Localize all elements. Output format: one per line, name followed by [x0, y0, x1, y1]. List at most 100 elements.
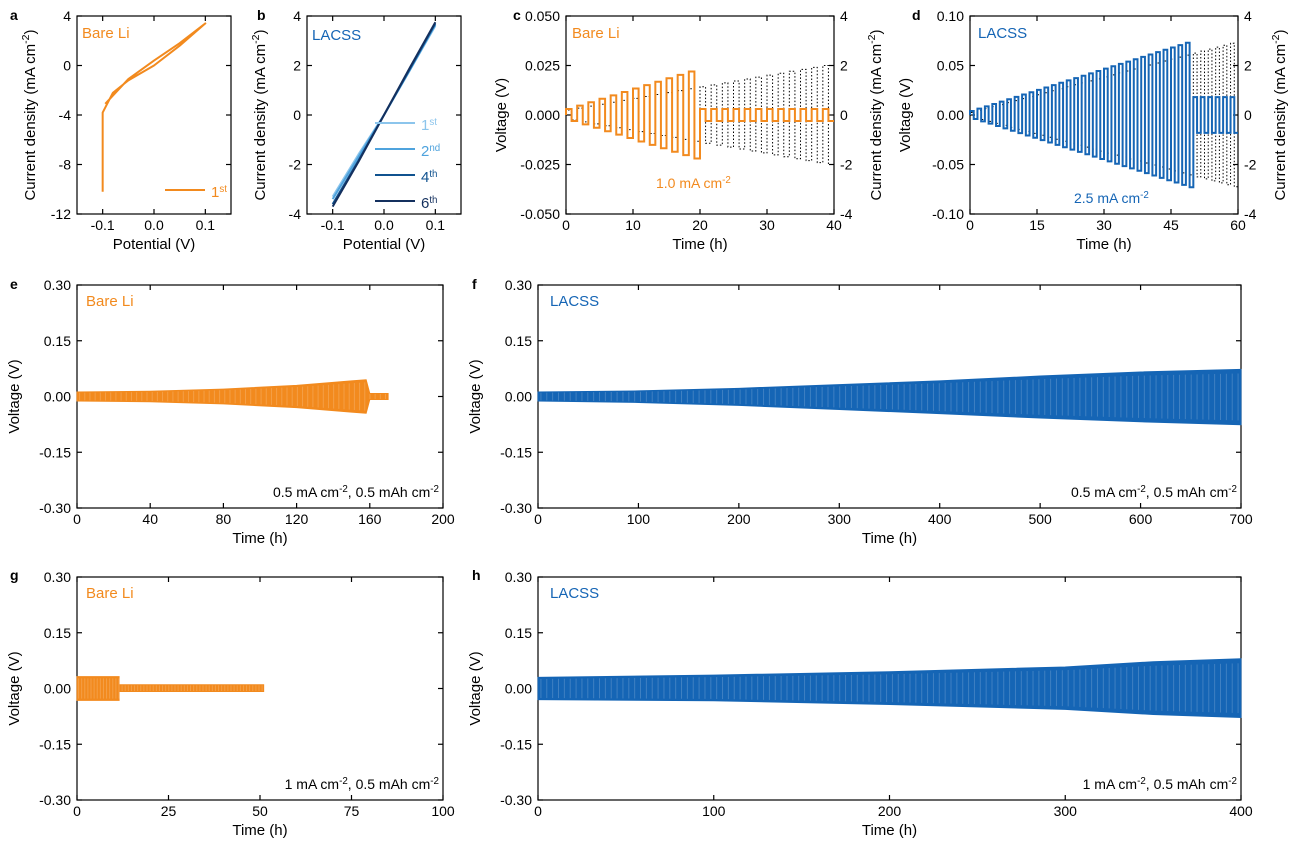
x-tick-label: 75	[344, 803, 360, 819]
y2-tick-label: 2	[840, 58, 848, 74]
y-tick-label: 0	[293, 107, 301, 123]
y-tick-label: -0.15	[39, 736, 71, 752]
y-tick-label: 0.30	[44, 569, 71, 585]
x-axis-label: Time (h)	[862, 530, 917, 547]
panel-label: d	[912, 7, 921, 23]
x-tick-label: 0	[966, 217, 974, 233]
y-axis-label: Voltage (V)	[467, 651, 484, 725]
panel-title: LACSS	[978, 25, 1027, 42]
panel-label: e	[10, 276, 18, 292]
legend-label: 6th	[421, 195, 437, 213]
x-tick-label: 20	[692, 217, 708, 233]
x-tick-label: 0	[562, 217, 570, 233]
y2-tick-label: -4	[1244, 206, 1257, 222]
legend-label: 2nd	[421, 143, 440, 161]
x-tick-label: 30	[759, 217, 775, 233]
panel-label: g	[10, 567, 19, 583]
y2-tick-label: -2	[1244, 157, 1257, 173]
rate-annotation: 1 mA cm-2, 0.5 mAh cm-2	[1083, 776, 1237, 793]
x-tick-label: 50	[252, 803, 268, 819]
x-tick-label: 40	[826, 217, 842, 233]
y-tick-label: 0.00	[937, 107, 964, 123]
panel-title: LACSS	[550, 293, 599, 310]
y-tick-label: -0.30	[500, 792, 532, 808]
panel-label: h	[472, 567, 481, 583]
x-tick-label: 0	[534, 803, 542, 819]
x-tick-label: -0.1	[321, 217, 345, 233]
y2-tick-label: -4	[840, 206, 853, 222]
panel-e: 0 40 80 120 160 200 0.30 0.15 0.00 -0.15 -0.30 Time…	[6, 276, 455, 547]
y-tick-label: -0.050	[520, 206, 560, 222]
y-axis-label: Current density (mA cm-2)	[250, 29, 269, 200]
y2-tick-label: 0	[840, 107, 848, 123]
x-tick-label: 0	[534, 511, 542, 527]
y-tick-label: 0.30	[44, 277, 71, 293]
y-tick-label: 0.15	[505, 333, 532, 349]
y-axis-label: Voltage (V)	[897, 78, 914, 152]
legend-label: 1st	[211, 184, 227, 202]
y-tick-label: 0.000	[525, 107, 560, 123]
plot-frame	[76, 15, 232, 215]
y-tick-label: 0.15	[44, 625, 71, 641]
voltage-series	[565, 70, 834, 160]
x-tick-label: 200	[878, 803, 902, 819]
x-tick-label: 10	[625, 217, 641, 233]
x-axis-label: Time (h)	[232, 530, 287, 547]
y-tick-label: -0.30	[39, 792, 71, 808]
x-tick-label: 200	[727, 511, 751, 527]
x-tick-label: 60	[1230, 217, 1246, 233]
rate-annotation: 0.5 mA cm-2, 0.5 mAh cm-2	[1071, 484, 1237, 501]
voltage-envelope	[76, 676, 265, 701]
y-axis-label: Voltage (V)	[493, 78, 510, 152]
series-line-4	[331, 21, 437, 208]
x-tick-label: 0.0	[374, 217, 394, 233]
x-tick-label: 300	[1054, 803, 1078, 819]
panel-label: c	[513, 7, 521, 23]
x-tick-label: 500	[1028, 511, 1052, 527]
y-tick-label: 0.050	[525, 8, 560, 24]
y-axis-label: Voltage (V)	[6, 651, 23, 725]
y-tick-label: 2	[293, 58, 301, 74]
panel-c: 0 10 20 30 400.0500.0250.000-0.025-0.050420-…	[493, 7, 885, 253]
panel-b: -0.1 0.0 0.1 4 2 0 -2 -4 Potential (V) Current de…	[250, 7, 462, 253]
voltage-series	[969, 41, 1238, 189]
panel-f: 0 100 200 300 400 500 600 700 0.30 0.15 0.00 -0.15 -…	[467, 276, 1253, 547]
y-tick-label: -4	[289, 206, 302, 222]
y-tick-label: 0.10	[937, 8, 964, 24]
rate-annotation: 1.0 mA cm-2	[656, 175, 731, 192]
y-tick-label: -0.15	[500, 736, 532, 752]
y2-tick-label: -2	[840, 157, 853, 173]
x-tick-label: 15	[1029, 217, 1045, 233]
y2-tick-label: 4	[1244, 8, 1252, 24]
y-tick-label: -0.10	[932, 206, 964, 222]
y-tick-label: -4	[59, 107, 72, 123]
y-axis-label: Voltage (V)	[6, 359, 23, 433]
y-tick-label: 0.30	[505, 569, 532, 585]
y-tick-label: -0.30	[500, 500, 532, 516]
x-tick-label: 0.1	[196, 217, 216, 233]
voltage-envelope	[76, 379, 389, 414]
y-tick-label: 0.15	[44, 333, 71, 349]
y-tick-label: -2	[289, 157, 302, 173]
y-tick-label: 0.025	[525, 58, 560, 74]
panel-label: f	[472, 276, 477, 292]
y-tick-label: -12	[51, 206, 71, 222]
panel-title: Bare Li	[82, 25, 130, 42]
voltage-envelope	[537, 658, 1242, 719]
y2-tick-label: 4	[840, 8, 848, 24]
x-axis-label: Time (h)	[672, 236, 727, 253]
x-axis-label: Potential (V)	[343, 236, 426, 253]
x-tick-label: 30	[1096, 217, 1112, 233]
y2-tick-label: 0	[1244, 107, 1252, 123]
y2-axis-label: Current density (mA cm-2)	[1270, 29, 1289, 200]
panel-title: Bare Li	[86, 293, 134, 310]
x-tick-label: 40	[142, 511, 158, 527]
panel-title: Bare Li	[572, 25, 620, 42]
x-tick-label: 100	[627, 511, 651, 527]
y-tick-label: -0.30	[39, 500, 71, 516]
y-tick-label: 4	[63, 8, 71, 24]
panel-title: LACSS	[550, 585, 599, 602]
x-axis-label: Time (h)	[1076, 236, 1131, 253]
y-tick-label: 0.30	[505, 277, 532, 293]
x-tick-label: 120	[285, 511, 309, 527]
